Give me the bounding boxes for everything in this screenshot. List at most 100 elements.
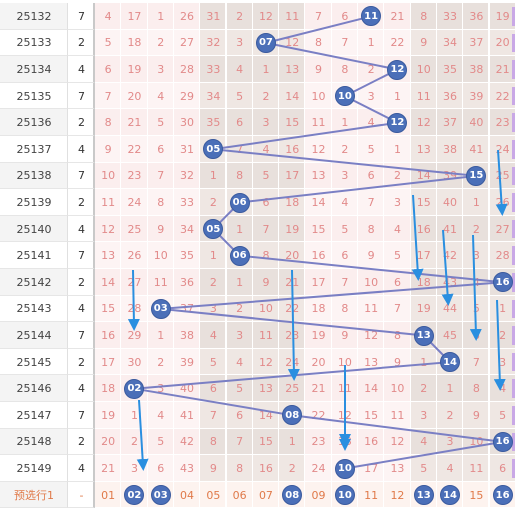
right-accent: [512, 379, 515, 398]
omission-value: 3: [472, 249, 480, 263]
omission-value: 5: [236, 382, 244, 396]
omission-value: 15: [416, 195, 431, 209]
sum-value: 2: [78, 36, 85, 50]
period-label: 25147: [16, 408, 52, 422]
omission-value: 6: [209, 382, 217, 396]
preselect-ball-selected[interactable]: 14: [440, 485, 461, 506]
omission-value: 1: [393, 142, 401, 156]
preselect-number[interactable]: 04: [180, 488, 195, 502]
omission-value: 1: [472, 195, 480, 209]
preselect-ball-selected[interactable]: 02: [124, 485, 145, 506]
omission-value: 26: [495, 195, 510, 209]
sum-cell-bg: [68, 348, 95, 376]
omission-value: 2: [446, 408, 454, 422]
sum-value: 4: [78, 222, 85, 236]
omission-value: 15: [285, 116, 300, 130]
omission-value: 4: [420, 435, 428, 449]
period-cell-bg: [0, 269, 68, 296]
period-cell-bg: [0, 481, 68, 508]
omission-value: 10: [153, 249, 168, 263]
omission-value: 1: [262, 62, 270, 76]
omission-value: 4: [236, 62, 244, 76]
omission-value: 21: [127, 116, 142, 130]
omission-value: 9: [367, 249, 375, 263]
sum-cell-bg: [68, 82, 95, 110]
preselect-ball-selected[interactable]: 16: [492, 485, 513, 506]
preselect-number[interactable]: 12: [390, 488, 405, 502]
omission-value: 40: [469, 116, 484, 130]
omission-value: 13: [285, 62, 300, 76]
preselect-number[interactable]: 05: [206, 488, 221, 502]
num-cell-bg: [226, 481, 253, 508]
omission-value: 17: [416, 249, 431, 263]
preselect-ball-selected[interactable]: 10: [334, 485, 355, 506]
omission-value: 12: [337, 408, 352, 422]
drawn-number-ball: 07: [255, 32, 276, 53]
omission-value: 24: [285, 355, 300, 369]
omission-value: 8: [420, 9, 428, 23]
num-cell-bg: [95, 109, 122, 136]
omission-value: 6: [341, 9, 349, 23]
omission-value: 26: [127, 249, 142, 263]
omission-value: 23: [495, 116, 510, 130]
omission-value: 5: [262, 169, 270, 183]
right-accent: [512, 326, 515, 345]
omission-value: 9: [315, 62, 323, 76]
right-accent: [512, 60, 515, 79]
omission-value: 7: [236, 142, 244, 156]
omission-value: 8: [262, 249, 270, 263]
preselect-number[interactable]: 07: [258, 488, 273, 502]
drawn-number-ball: 13: [413, 325, 434, 346]
drawn-number-ball: 16: [492, 431, 513, 452]
omission-value: 23: [127, 169, 142, 183]
preselect-number[interactable]: 09: [311, 488, 326, 502]
omission-value: 4: [367, 116, 375, 130]
period-label: 25137: [16, 142, 52, 156]
omission-value: 3: [236, 328, 244, 342]
omission-value: 8: [341, 302, 349, 316]
omission-value: 4: [209, 328, 217, 342]
num-cell-bg: [95, 215, 122, 243]
right-accent: [512, 273, 515, 292]
preselect-number[interactable]: 15: [469, 488, 484, 502]
omission-value: 10: [364, 275, 379, 289]
preselect-ball-selected[interactable]: 03: [150, 485, 171, 506]
omission-value: 4: [236, 355, 244, 369]
preselect-ball-selected[interactable]: 13: [413, 485, 434, 506]
omission-value: 9: [420, 36, 428, 50]
omission-value: 3: [262, 116, 270, 130]
preselect-number[interactable]: 06: [232, 488, 247, 502]
omission-value: 12: [285, 36, 300, 50]
sum-cell-bg: [68, 375, 95, 402]
omission-value: 19: [311, 328, 326, 342]
preselect-number[interactable]: 11: [364, 488, 379, 502]
omission-value: 20: [495, 36, 510, 50]
omission-value: 6: [499, 461, 507, 475]
omission-value: 7: [367, 195, 375, 209]
omission-value: 11: [416, 89, 431, 103]
omission-value: 13: [101, 249, 116, 263]
omission-value: 5: [104, 36, 112, 50]
omission-value: 17: [311, 275, 326, 289]
omission-value: 36: [469, 9, 484, 23]
omission-value: 16: [101, 328, 116, 342]
omission-value: 3: [446, 435, 454, 449]
right-accent: [512, 406, 515, 425]
omission-value: 28: [180, 62, 195, 76]
right-accent: [512, 86, 515, 106]
preselect-ball-selected[interactable]: 08: [282, 485, 303, 506]
omission-value: 11: [153, 275, 168, 289]
preselect-label[interactable]: 预选行1: [14, 489, 54, 503]
omission-value: 10: [390, 382, 405, 396]
omission-value: 7: [393, 302, 401, 316]
period-label: 25144: [16, 328, 52, 342]
sum-cell-bg: [68, 109, 95, 136]
sum-cell-bg: [68, 455, 95, 482]
num-cell-bg: [95, 375, 122, 402]
omission-value: 25: [285, 382, 300, 396]
omission-value: 10: [416, 62, 431, 76]
omission-value: 13: [258, 382, 273, 396]
preselect-number[interactable]: 01: [101, 488, 116, 502]
